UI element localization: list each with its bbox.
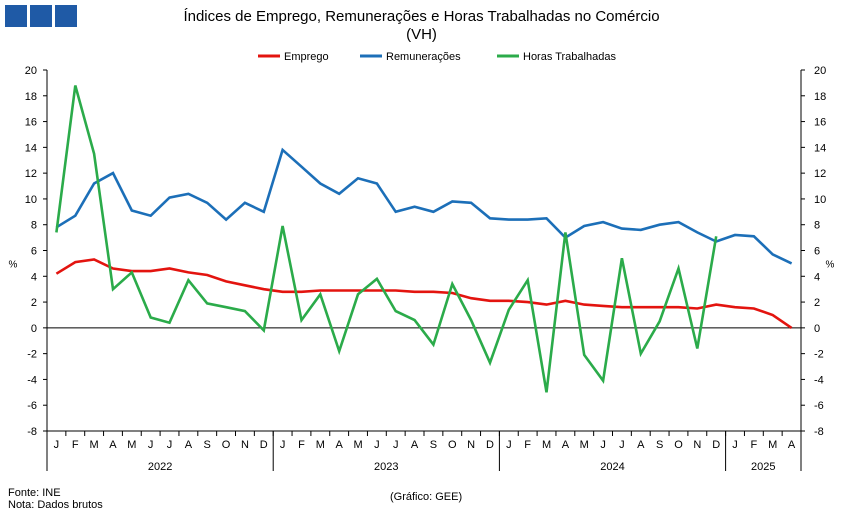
x-month-label: S bbox=[656, 439, 663, 451]
left-y-tick-label: -6 bbox=[27, 400, 37, 412]
right-y-tick-label: -6 bbox=[814, 400, 824, 412]
right-y-tick-label: 8 bbox=[814, 220, 820, 232]
x-month-label: F bbox=[72, 439, 79, 451]
right-y-tick-label: -2 bbox=[814, 349, 824, 361]
left-y-tick-label: 8 bbox=[31, 220, 37, 232]
right-y-tick-label: 20 bbox=[814, 65, 826, 77]
x-month-label: J bbox=[393, 439, 399, 451]
graphic-credit: (Gráfico: GEE) bbox=[390, 491, 463, 503]
chart-title-block: Índices de Emprego, Remunerações e Horas… bbox=[0, 8, 843, 44]
x-month-label: M bbox=[542, 439, 551, 451]
right-y-tick-label: 4 bbox=[814, 271, 820, 283]
x-month-label: J bbox=[506, 439, 512, 451]
right-y-tick-label: 18 bbox=[814, 91, 826, 103]
left-y-tick-label: 12 bbox=[25, 168, 37, 180]
x-month-label: M bbox=[316, 439, 325, 451]
x-month-label: A bbox=[185, 439, 193, 451]
x-year-label: 2022 bbox=[148, 461, 172, 473]
x-month-label: F bbox=[524, 439, 531, 451]
x-month-label: J bbox=[619, 439, 625, 451]
chart-subtitle: (VH) bbox=[406, 26, 437, 43]
x-year-label: 2025 bbox=[751, 461, 775, 473]
x-month-label: O bbox=[222, 439, 231, 451]
right-y-tick-label: 0 bbox=[814, 323, 820, 335]
right-y-tick-label: 2 bbox=[814, 297, 820, 309]
series-line bbox=[55, 258, 793, 329]
x-month-label: N bbox=[241, 439, 249, 451]
left-y-tick-label: 16 bbox=[25, 117, 37, 129]
x-month-label: A bbox=[788, 439, 796, 451]
x-month-label: A bbox=[562, 439, 570, 451]
x-month-label: M bbox=[90, 439, 99, 451]
left-y-tick-label: 20 bbox=[25, 65, 37, 77]
left-y-tick-label: 2 bbox=[31, 297, 37, 309]
left-y-tick-label: -8 bbox=[27, 426, 37, 438]
x-month-label: J bbox=[148, 439, 154, 451]
logo-square-icon bbox=[30, 5, 52, 27]
x-month-label: O bbox=[448, 439, 457, 451]
x-month-label: N bbox=[693, 439, 701, 451]
chart-title: Índices de Emprego, Remunerações e Horas… bbox=[183, 8, 660, 25]
source-note: Fonte: INE bbox=[8, 487, 61, 499]
x-year-label: 2024 bbox=[600, 461, 624, 473]
x-month-label: D bbox=[260, 439, 268, 451]
legend: Emprego Remunerações Horas Trabalhadas bbox=[258, 51, 616, 63]
x-month-label: O bbox=[674, 439, 683, 451]
x-month-label: J bbox=[374, 439, 380, 451]
left-y-tick-label: 0 bbox=[31, 323, 37, 335]
left-y-tick-label: 4 bbox=[31, 271, 37, 283]
x-year-label: 2023 bbox=[374, 461, 398, 473]
legend-label: Remunerações bbox=[386, 51, 461, 63]
x-month-label: J bbox=[732, 439, 738, 451]
right-y-tick-label: -4 bbox=[814, 374, 824, 386]
logo-square-icon bbox=[5, 5, 27, 27]
left-y-tick-label: 10 bbox=[25, 194, 37, 206]
right-y-tick-label: 10 bbox=[814, 194, 826, 206]
x-month-label: M bbox=[580, 439, 589, 451]
right-y-tick-label: 12 bbox=[814, 168, 826, 180]
left-y-tick-label: -2 bbox=[27, 349, 37, 361]
x-month-label: J bbox=[280, 439, 286, 451]
x-month-label: M bbox=[127, 439, 136, 451]
x-month-label: A bbox=[109, 439, 117, 451]
right-y-tick-label: 16 bbox=[814, 117, 826, 129]
x-month-label: F bbox=[298, 439, 305, 451]
x-month-label: S bbox=[204, 439, 211, 451]
left-y-axis-label: % bbox=[9, 259, 18, 270]
data-note: Nota: Dados brutos bbox=[8, 499, 103, 511]
x-month-label: A bbox=[411, 439, 419, 451]
series-lines bbox=[55, 85, 793, 393]
left-y-tick-label: -4 bbox=[27, 374, 37, 386]
logo bbox=[5, 5, 77, 27]
x-month-label: A bbox=[336, 439, 344, 451]
x-month-label: D bbox=[486, 439, 494, 451]
series-line bbox=[55, 85, 718, 393]
x-month-label: M bbox=[353, 439, 362, 451]
x-month-label: J bbox=[54, 439, 60, 451]
logo-square-icon bbox=[55, 5, 77, 27]
left-y-tick-label: 6 bbox=[31, 246, 37, 258]
x-month-label: J bbox=[600, 439, 606, 451]
x-month-label: S bbox=[430, 439, 437, 451]
x-month-label: F bbox=[751, 439, 758, 451]
x-month-label: N bbox=[467, 439, 475, 451]
x-month-label: M bbox=[768, 439, 777, 451]
legend-label: Emprego bbox=[284, 51, 329, 63]
right-y-tick-label: 14 bbox=[814, 142, 826, 154]
legend-label: Horas Trabalhadas bbox=[523, 51, 616, 63]
right-y-tick-label: 6 bbox=[814, 246, 820, 258]
x-month-label: D bbox=[712, 439, 720, 451]
right-y-axis-label: % bbox=[826, 259, 835, 270]
left-y-tick-label: 14 bbox=[25, 142, 37, 154]
x-month-label: A bbox=[637, 439, 645, 451]
right-y-tick-label: -8 bbox=[814, 426, 824, 438]
left-y-tick-label: 18 bbox=[25, 91, 37, 103]
series-line bbox=[55, 147, 793, 265]
axes: -8 -8 -6 -6 -4 -4 -2 -2 0 0 2 2 4 4 6 6 8 8 10 10 12 12 14 14 16… bbox=[9, 65, 835, 473]
x-month-label: J bbox=[167, 439, 173, 451]
